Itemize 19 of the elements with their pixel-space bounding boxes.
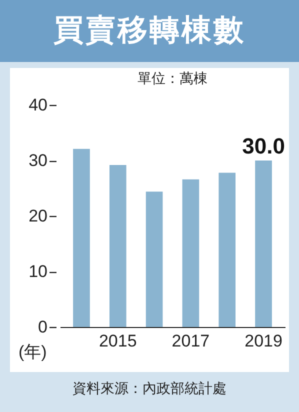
bar [146,192,163,327]
x-tick-label: 2019 [244,332,282,350]
y-tick-label: 10 [28,262,48,281]
data-label: 30.0 [242,134,285,158]
chart-subtitle: 單位：萬棟 [138,70,208,86]
y-tick-label: 0 [38,318,48,336]
x-tick-label: 2015 [98,332,137,350]
y-tick-label: 40 [28,96,48,114]
x-tick-label: 2017 [172,332,210,350]
x-axis-title: (年) [18,342,47,362]
y-tick-label: 30 [28,151,48,170]
bar [218,172,236,327]
y-tick-label: 20 [28,206,48,226]
bar [255,160,272,327]
bar [109,164,126,327]
bar [73,148,90,327]
bar [182,179,200,327]
chart-title: 買賣移轉棟數 [0,0,299,62]
source-note: 資料來源：內政部統計處 [72,380,228,398]
